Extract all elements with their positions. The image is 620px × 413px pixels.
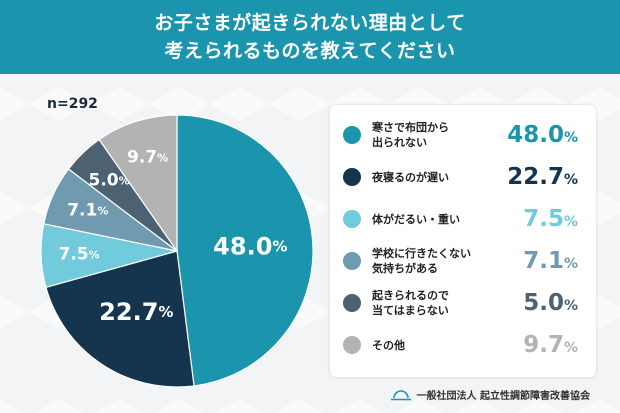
pie-label-4: 5.0% xyxy=(89,171,130,191)
legend-item-3: 学校に行きたくない 気持ちがある 7.1% xyxy=(330,241,596,281)
legend-label-3: 学校に行きたくない 気持ちがある xyxy=(372,241,502,281)
legend-swatch-3 xyxy=(343,252,361,270)
legend-label-1: 夜寝るのが遅い xyxy=(372,157,502,197)
legend-swatch-1 xyxy=(343,168,361,186)
legend-label-line-0-1: 出られない xyxy=(372,136,427,149)
legend-label-2: 体がだるい・重い xyxy=(372,199,502,239)
legend-item-1: 夜寝るのが遅い 22.7% xyxy=(330,157,596,197)
legend-label-line-2-0: 体がだるい・重い xyxy=(372,212,460,226)
legend-item-2: 体がだるい・重い 7.5% xyxy=(330,199,596,239)
legend-label-line-4-1: 当てはまらない xyxy=(372,304,449,317)
legend-label-line-1-0: 夜寝るのが遅い xyxy=(372,170,449,184)
sunrise-logo-icon xyxy=(390,390,411,401)
legend-label-line-5-0: その他 xyxy=(372,338,405,352)
footer: 一般社団法人 起立性調節障害改善協会 xyxy=(390,384,590,404)
legend-swatch-4 xyxy=(343,294,361,312)
legend-label-0: 寒さで布団から 出られない xyxy=(372,115,502,155)
legend-item-4: 起きられるので 当てはまらない 5.0% xyxy=(330,283,596,323)
pie-slice-5 xyxy=(98,114,178,253)
legend-label-line-3-0: 学校に行きたくない xyxy=(372,247,471,260)
organization-name: 一般社団法人 起立性調節障害改善協会 xyxy=(416,390,590,402)
legend-label-line-3-1: 気持ちがある xyxy=(372,262,438,275)
pie-slice-0 xyxy=(176,114,314,387)
pie-chart: 48.0% 22.7% 7.5% 7.1% 5.0% 9.7% xyxy=(40,114,314,388)
pie-label-2: 7.5% xyxy=(59,244,100,264)
legend-swatch-0 xyxy=(343,126,361,144)
legend-value-2: 7.5% xyxy=(523,206,578,232)
legend-label-line-4-0: 起きられるので xyxy=(372,289,449,302)
legend-value-1: 22.7% xyxy=(507,164,578,190)
legend-item-5: その他 9.7% xyxy=(330,325,596,365)
pie-label-0: 48.0% xyxy=(213,232,287,260)
sample-size-label: n=292 xyxy=(47,96,98,112)
legend-swatch-2 xyxy=(343,210,361,228)
legend-label-line-0-0: 寒さで布団から xyxy=(372,121,449,134)
title-line-2: 考えられるものを教えてください xyxy=(164,40,456,62)
pie-label-3: 7.1% xyxy=(67,201,108,221)
legend: 寒さで布団から 出られない 48.0% 夜寝るのが遅い 22.7% 体がだるい・重い 7.5… xyxy=(330,105,596,377)
title-line-1: お子さまが起きられない理由として xyxy=(154,12,466,34)
legend-item-0: 寒さで布団から 出られない 48.0% xyxy=(330,115,596,155)
pie-slice-1 xyxy=(45,250,195,388)
legend-label-5: その他 xyxy=(372,325,502,365)
legend-value-5: 9.7% xyxy=(523,332,578,358)
legend-swatch-5 xyxy=(343,336,361,354)
pie-label-5: 9.7% xyxy=(127,148,168,168)
legend-value-4: 5.0% xyxy=(523,290,578,316)
title-bar: お子さまが起きられない理由として 考えられるものを教えてください xyxy=(0,0,620,74)
legend-label-4: 起きられるので 当てはまらない xyxy=(372,283,502,323)
pie-label-1: 22.7% xyxy=(99,298,173,326)
legend-value-3: 7.1% xyxy=(523,248,578,274)
legend-value-0: 48.0% xyxy=(507,122,578,148)
